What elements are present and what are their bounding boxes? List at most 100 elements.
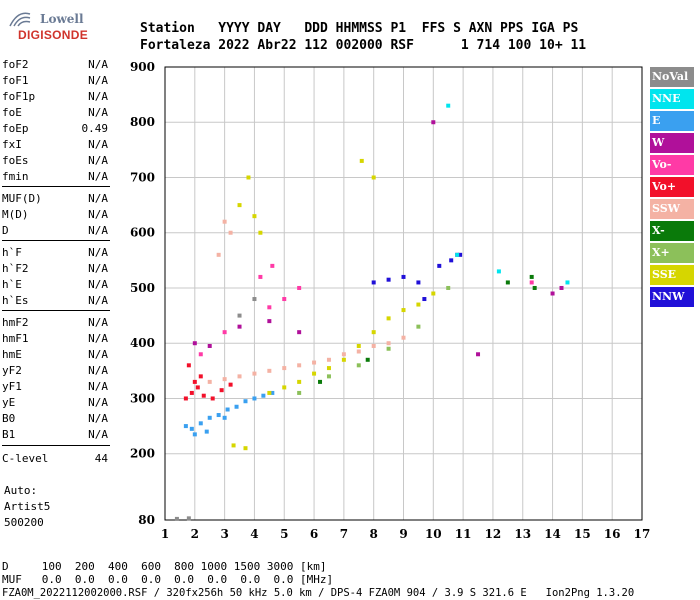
point-ssw-3 [252, 371, 257, 376]
point-e-2 [198, 421, 203, 426]
point-sse-10 [416, 302, 421, 307]
point-sse-2 [297, 379, 302, 384]
param-name: hmE [2, 348, 22, 361]
param-value: N/A [88, 74, 108, 87]
x-tick-label: 14 [544, 527, 561, 541]
x-tick-label: 6 [310, 527, 318, 541]
auto-scaler-line1: Auto: [4, 484, 38, 497]
param-name: MUF(D) [2, 192, 42, 205]
divider [2, 186, 110, 187]
x-tick-label: 3 [220, 527, 228, 541]
point-sse-4 [326, 366, 331, 371]
point-x--3 [529, 274, 534, 279]
point-x--1 [365, 357, 370, 362]
point-noval-3 [252, 297, 257, 302]
x-tick-label: 10 [425, 527, 442, 541]
point-vo--1 [189, 390, 194, 395]
param-name: hmF1 [2, 332, 29, 345]
param-row-hf: h`F N/A [2, 246, 108, 262]
param-value: N/A [88, 90, 108, 103]
point-noval-2 [237, 313, 242, 318]
point-nnw-6 [458, 252, 463, 257]
point-vo--5 [270, 263, 275, 268]
param-row-hme: hmE N/A [2, 348, 108, 364]
legend-item-noval: NoVal [650, 67, 694, 87]
param-value: N/A [88, 428, 108, 441]
y-tick-label: 600 [130, 226, 155, 240]
param-name: hmF2 [2, 316, 29, 329]
point-nnw-7 [422, 297, 427, 302]
point-vo--9 [192, 379, 197, 384]
point-vo--7 [529, 280, 534, 285]
y-tick-label: 80 [138, 513, 155, 527]
param-value: N/A [88, 208, 108, 221]
point-ssw-11 [371, 343, 376, 348]
file-info-footer: FZA0M_2022112002000.RSF / 320fx256h 50 k… [2, 587, 635, 599]
header-line-1: Station YYYY DAY DDD HHMMSS P1 FFS S AXN… [140, 21, 579, 36]
auto-scaler-line3: 500200 [4, 516, 44, 529]
point-vo--1 [222, 330, 227, 335]
x-tick-label: 5 [280, 527, 288, 541]
point-x--4 [416, 324, 421, 329]
point-e-4 [216, 413, 221, 418]
point-sse-5 [341, 357, 346, 362]
param-name: foEs [2, 154, 29, 167]
param-row-hmf1: hmF1 N/A [2, 332, 108, 348]
y-tick-label: 500 [130, 281, 155, 295]
point-e-3 [207, 415, 212, 420]
x-tick-label: 15 [574, 527, 591, 541]
param-row-hmf2: hmF2 N/A [2, 316, 108, 332]
param-value: N/A [88, 170, 108, 183]
point-ssw-15 [228, 230, 233, 235]
param-value: N/A [88, 262, 108, 275]
param-value: N/A [88, 332, 108, 345]
point-x--3 [386, 346, 391, 351]
y-tick-label: 400 [130, 336, 155, 350]
point-nnw-1 [386, 277, 391, 282]
point-w-2 [237, 324, 242, 329]
point-e-13 [222, 415, 227, 420]
param-row-yf2: yF2 N/A [2, 364, 108, 380]
point-e-5 [225, 407, 230, 412]
param-value: N/A [88, 106, 108, 119]
param-name: h`E [2, 278, 22, 291]
point-ssw-1 [222, 377, 227, 382]
param-value: N/A [88, 58, 108, 71]
point-sse-17 [371, 175, 376, 180]
point-nne-2 [496, 269, 501, 274]
param-row-clevel: C-level 44 [2, 452, 108, 468]
param-row-yf1: yF1 N/A [2, 380, 108, 396]
param-value: 44 [94, 452, 108, 465]
point-sse-18 [231, 443, 236, 448]
point-ssw-4 [267, 368, 272, 373]
point-e-6 [234, 404, 239, 409]
muf-row: MUF 0.0 0.0 0.0 0.0 0.0 0.0 0.0 0.0 [MHz… [2, 573, 334, 586]
point-vo--2 [195, 385, 200, 390]
point-ssw-16 [216, 252, 221, 257]
point-ssw-7 [312, 360, 317, 365]
point-vo--0 [198, 352, 203, 357]
param-value: N/A [88, 246, 108, 259]
legend-item-vo-: Vo- [650, 155, 694, 175]
point-vo--6 [198, 374, 203, 379]
point-sse-16 [359, 158, 364, 163]
point-e-8 [252, 396, 257, 401]
param-value: 0.49 [81, 122, 109, 135]
point-e-0 [183, 424, 188, 429]
param-row-hf2: h`F2 N/A [2, 262, 108, 278]
point-w-7 [476, 352, 481, 357]
legend-item-vo-: Vo+ [650, 177, 694, 197]
param-row-fof2: foF2 N/A [2, 58, 108, 74]
legend-item-x-: X- [650, 221, 694, 241]
antenna-waves-icon [9, 12, 31, 27]
y-tick-label: 800 [130, 115, 155, 129]
point-ssw-10 [356, 349, 361, 354]
x-tick-label: 17 [634, 527, 651, 541]
point-sse-13 [252, 214, 257, 219]
y-tick-label: 300 [130, 391, 155, 405]
param-value: N/A [88, 348, 108, 361]
point-nne-0 [446, 103, 451, 108]
point-sse-6 [356, 343, 361, 348]
point-sse-14 [246, 175, 251, 180]
point-noval-1 [186, 516, 191, 521]
